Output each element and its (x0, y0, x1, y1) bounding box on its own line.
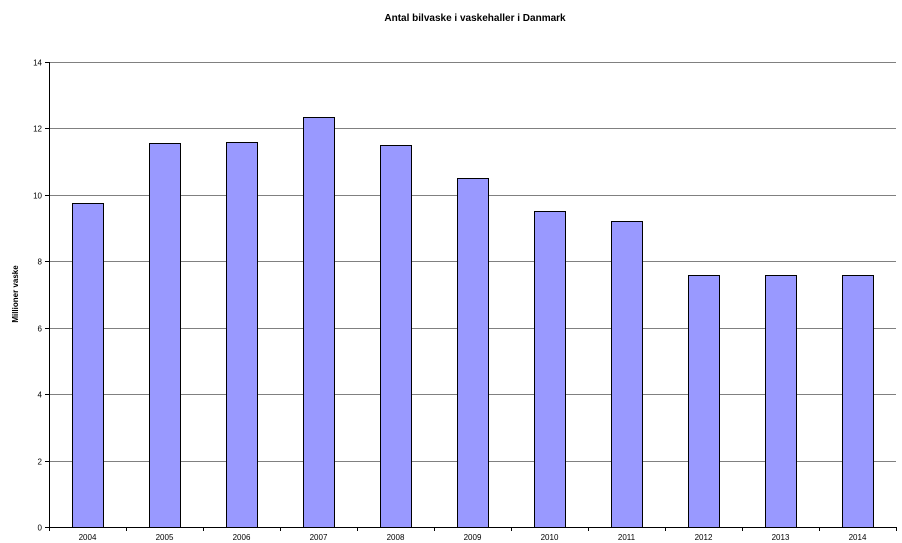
x-tick-labels: 2004 2005 2006 2007 2008 2009 2010 2011 2012 2013… (79, 533, 867, 542)
bar-2007 (303, 117, 335, 528)
chart-title: Antal bilvaske i vaskehaller i Danmark (384, 13, 566, 24)
x-tick-label: 2009 (464, 533, 482, 542)
bar-2009 (457, 178, 489, 528)
bar-2008 (380, 145, 412, 528)
x-tick-label: 2008 (387, 533, 405, 542)
x-tick-label: 2014 (849, 533, 867, 542)
y-tick-label: 2 (38, 458, 43, 467)
x-tick-label: 2010 (541, 533, 559, 542)
bar-2005 (149, 143, 181, 528)
y-axis-label: Millioner vaske (11, 265, 20, 323)
x-tick-label: 2006 (233, 533, 251, 542)
x-tick-label: 2004 (79, 533, 97, 542)
bars (72, 117, 874, 528)
x-tick-label: 2005 (156, 533, 174, 542)
y-tick-labels: 0 2 4 6 8 10 12 14 (33, 59, 42, 533)
y-tick-label: 12 (33, 125, 42, 134)
x-tick-label: 2007 (310, 533, 328, 542)
x-tick-label: 2013 (772, 533, 790, 542)
bar-2011 (611, 221, 643, 528)
bar-2014 (842, 275, 874, 528)
y-tick-label: 8 (38, 258, 43, 267)
y-tick-label: 0 (38, 524, 43, 533)
y-tick-label: 4 (38, 391, 43, 400)
y-tick-label: 14 (33, 59, 42, 68)
x-tick-label: 2012 (695, 533, 713, 542)
bar-2012 (688, 275, 720, 528)
y-tick-label: 10 (33, 192, 42, 201)
y-tick-label: 6 (38, 325, 43, 334)
axes (45, 62, 897, 531)
x-tick-label: 2011 (618, 533, 636, 542)
bar-2013 (765, 275, 797, 528)
bar-2006 (226, 142, 258, 528)
bar-2010 (534, 211, 566, 528)
bar-2004 (72, 203, 104, 528)
